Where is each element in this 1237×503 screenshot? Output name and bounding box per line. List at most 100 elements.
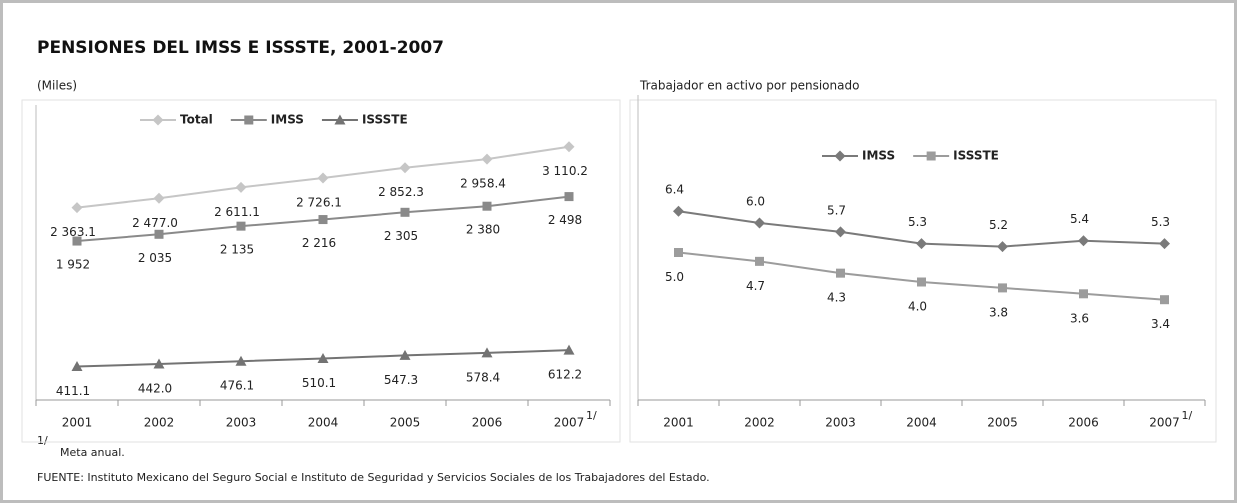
marker [916, 238, 927, 250]
panel [629, 99, 1217, 443]
x-tick-label: 2006 [472, 416, 503, 430]
marker [917, 277, 926, 287]
marker [674, 248, 683, 257]
data-label: 3.4 [1151, 317, 1170, 331]
marker [482, 201, 492, 211]
data-label: 4.7 [746, 279, 765, 293]
data-label: 2 611.1 [214, 205, 260, 219]
marker [481, 153, 493, 165]
marker [835, 226, 846, 238]
note-marker: 1/ [1182, 409, 1193, 422]
x-tick-label: 2001 [62, 416, 93, 430]
footnote-marker: 1/ [37, 434, 48, 447]
subtitle: (Miles) [37, 79, 77, 93]
data-label: 5.3 [1151, 215, 1170, 229]
data-label: 2 726.1 [296, 196, 342, 210]
marker [563, 141, 575, 153]
legend-label: IMSS [862, 149, 895, 163]
footnote: Meta anual. [60, 446, 125, 459]
data-label: 4.0 [908, 300, 927, 314]
legend-label: Total [180, 113, 213, 127]
data-label: 442.0 [138, 382, 172, 396]
data-label: 3 110.2 [542, 164, 588, 178]
data-label: 612.2 [548, 368, 582, 382]
marker [399, 349, 411, 360]
marker [1160, 295, 1169, 305]
data-label: 4.3 [827, 291, 846, 305]
data-label: 1 952 [56, 258, 90, 272]
marker [563, 344, 575, 355]
data-label: 578.4 [466, 370, 500, 384]
data-label: 2 035 [138, 251, 172, 265]
x-tick-label: 2004 [906, 416, 937, 430]
panel [21, 99, 621, 443]
marker [154, 229, 164, 239]
data-label: 6.0 [746, 195, 765, 209]
marker [334, 114, 346, 125]
x-tick-label: 2003 [825, 416, 856, 430]
marker [153, 192, 165, 204]
marker [399, 162, 411, 174]
x-tick-label: 2004 [308, 416, 339, 430]
marker [236, 221, 246, 231]
chart-title: PENSIONES DEL IMSS E ISSSTE, 2001-2007 [37, 38, 444, 58]
data-label: 2 958.4 [460, 177, 506, 191]
data-label: 5.7 [827, 203, 846, 217]
x-tick-label: 2006 [1068, 416, 1099, 430]
marker [153, 358, 165, 369]
marker [1159, 238, 1170, 250]
data-label: 476.1 [220, 379, 254, 393]
legend-label: IMSS [271, 113, 304, 127]
x-tick-label: 2002 [144, 416, 175, 430]
marker [926, 151, 936, 161]
marker [244, 115, 254, 125]
subtitle: Trabajador en activo por pensionado [639, 79, 859, 93]
data-label: 2 477.0 [132, 216, 178, 230]
data-label: 547.3 [384, 373, 418, 387]
data-label: 3.6 [1070, 311, 1089, 325]
marker [754, 217, 765, 229]
source: FUENTE: Instituto Mexicano del Seguro So… [37, 471, 710, 484]
data-label: 2 380 [466, 223, 500, 237]
marker [72, 236, 82, 246]
marker [71, 361, 83, 372]
data-label: 5.4 [1070, 212, 1089, 226]
data-label: 2 135 [220, 243, 254, 257]
x-tick-label: 2001 [663, 416, 694, 430]
note-marker: 1/ [586, 409, 597, 422]
x-tick-label: 2003 [226, 416, 257, 430]
marker [673, 205, 684, 217]
marker [998, 283, 1007, 293]
data-label: 510.1 [302, 376, 336, 390]
data-label: 2 216 [302, 236, 336, 250]
x-tick-label: 2007 [1149, 416, 1180, 430]
marker [481, 347, 493, 358]
marker [1078, 235, 1089, 247]
marker [235, 181, 247, 193]
x-tick-label: 2005 [390, 416, 421, 430]
marker [836, 268, 845, 278]
data-label: 411.1 [56, 384, 90, 398]
marker [834, 150, 846, 162]
data-label: 5.3 [908, 215, 927, 229]
x-tick-label: 2002 [744, 416, 775, 430]
marker [235, 355, 247, 366]
data-label: 2 852.3 [378, 185, 424, 199]
marker [755, 256, 764, 266]
marker [997, 241, 1008, 253]
marker [152, 114, 164, 126]
data-label: 5.2 [989, 218, 1008, 232]
data-label: 6.4 [665, 183, 684, 197]
data-label: 5.0 [665, 270, 684, 284]
marker [400, 207, 410, 217]
x-tick-label: 2007 [554, 416, 585, 430]
x-tick-label: 2005 [987, 416, 1018, 430]
data-label: 2 498 [548, 213, 582, 227]
data-label: 2 305 [384, 229, 418, 243]
legend-label: ISSSTE [362, 113, 408, 127]
marker [1079, 289, 1088, 299]
legend-label: ISSSTE [953, 149, 999, 163]
data-label: 3.8 [989, 305, 1008, 319]
